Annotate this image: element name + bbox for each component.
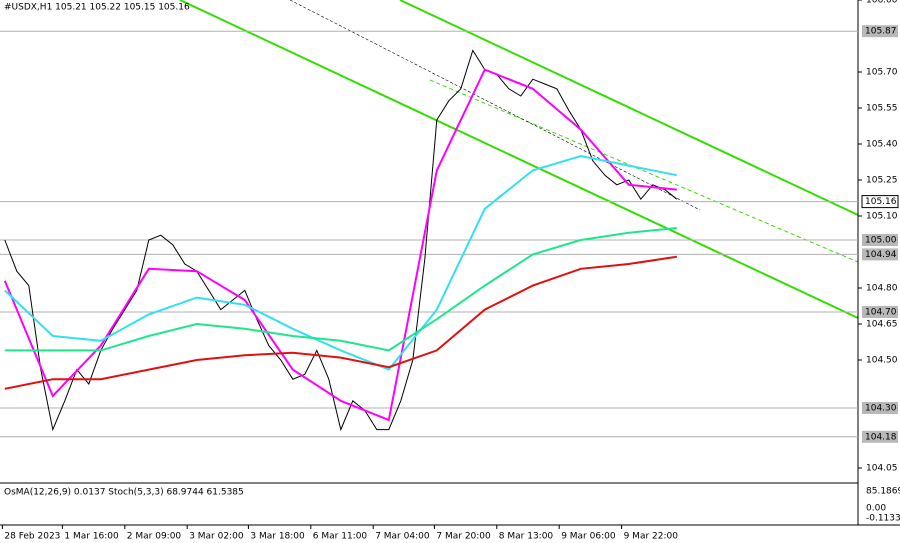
level-label: 105.00	[865, 236, 897, 246]
x-tick-label: 7 Mar 04:00	[375, 532, 430, 542]
moving-average	[4, 255, 677, 390]
moving-average	[3, 68, 677, 422]
trend-line	[399, 0, 859, 216]
level-label-box	[861, 195, 899, 209]
level-label-box	[862, 402, 898, 414]
level-label: 105.87	[865, 27, 897, 37]
x-tick-label: 8 Mar 13:00	[499, 532, 554, 542]
level-label: 104.30	[865, 404, 897, 414]
y-tick-label: 105.25	[866, 176, 898, 186]
x-tick-label: 9 Mar 22:00	[624, 532, 679, 542]
level-label: 104.70	[865, 308, 897, 318]
trend-line	[179, 0, 859, 319]
level-label-box	[862, 25, 898, 38]
y-tick-label: 104.50	[866, 356, 898, 366]
x-tick-label: 7 Mar 20:00	[436, 532, 491, 542]
level-label: 104.94	[865, 250, 897, 260]
indicator-title: OsMA(12,26,9) 0.0137 Stoch(5,3,3) 68.974…	[4, 488, 244, 498]
y-tick-label: 104.65	[866, 320, 898, 330]
y-tick-label: 105.40	[866, 140, 898, 150]
x-tick-label: 2 Mar 09:00	[127, 532, 182, 542]
price-line	[4, 49, 678, 432]
moving-average	[4, 154, 677, 371]
x-tick-label: 28 Feb 2023	[4, 532, 60, 542]
indicator-tick-label: 85.1869	[866, 487, 900, 497]
y-tick-label: 105.70	[866, 68, 898, 78]
x-tick-label: 6 Mar 11:00	[313, 532, 368, 542]
x-tick-label: 3 Mar 02:00	[189, 532, 244, 542]
x-tick-label: 3 Mar 18:00	[250, 532, 305, 542]
y-tick-label: 105.10	[866, 212, 898, 222]
x-tick-label: 1 Mar 16:00	[64, 532, 119, 542]
level-label: 105.16	[865, 197, 897, 207]
y-tick-label: 105.55	[866, 104, 898, 114]
indicator-tick-label: -0.1133	[866, 514, 900, 524]
y-tick-label: 106.00	[866, 0, 898, 6]
level-label-box	[862, 430, 898, 443]
y-tick-label: 104.80	[866, 284, 898, 294]
y-tick-label: 104.05	[866, 464, 898, 474]
trend-line	[289, 0, 701, 211]
indicator-tick-label: 0.00	[866, 504, 886, 514]
chart-title: #USDX,H1 105.21 105.22 105.15 105.16	[4, 3, 190, 13]
level-label-box	[862, 234, 898, 246]
x-tick-label: 9 Mar 06:00	[561, 532, 616, 542]
trend-line	[429, 79, 859, 263]
moving-average	[4, 227, 677, 352]
level-label-box	[862, 306, 898, 318]
level-label-box	[862, 248, 898, 261]
level-label: 104.18	[865, 432, 897, 442]
trend-channel	[179, 0, 859, 319]
